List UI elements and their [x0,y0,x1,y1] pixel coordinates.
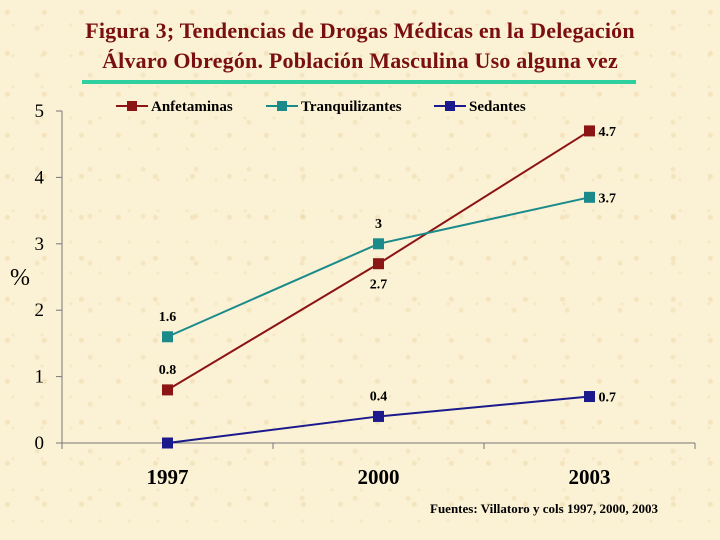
legend-label: Tranquilizantes [301,99,402,115]
data-point [584,125,595,137]
chart-series: 0.8 2.7 4.7 1.6 3 3.7 0.4 0.7 [159,125,616,449]
legend-label: Anfetaminas [151,99,233,115]
data-point [162,437,173,449]
x-tick-label: 2000 [358,465,400,489]
data-point [373,238,384,250]
chart-axes: 0 1 2 3 4 5% 1997 2000 2003 [10,101,696,489]
data-point [162,331,173,343]
legend-item-anfetaminas: Anfetaminas [116,99,233,115]
data-label: 3.7 [599,191,617,206]
series-anfetaminas: 0.8 2.7 4.7 [159,125,617,396]
legend-marker [127,101,137,111]
legend-label: Sedantes [469,99,526,115]
series-tranquilizantes: 1.6 3 3.7 [159,191,617,343]
y-tick-label: 1 [35,367,45,388]
chart-title: Figura 3; Tendencias de Drogas Médicas e… [0,16,720,76]
data-point [584,391,595,403]
data-label: 0.8 [159,363,177,378]
data-label: 2.7 [370,278,388,293]
y-tick-label: 3 [35,234,45,255]
y-tick-label: 5 [35,101,45,122]
data-point [373,258,384,270]
y-tick-label: 4 [35,167,45,188]
y-tick-label: 0 [35,433,45,454]
series-sedantes: 0.4 0.7 [162,389,617,449]
data-label: 1.6 [159,310,177,325]
legend-item-sedantes: Sedantes [434,99,526,115]
legend-item-tranquilizantes: Tranquilizantes [266,99,402,115]
chart-title-line-1: Figura 3; Tendencias de Drogas Médicas e… [85,18,635,43]
chart-title-line-2: Álvaro Obregón. Población Masculina Uso … [102,48,618,73]
y-tick-label: 2 [35,300,45,321]
data-label: 0.4 [370,389,388,404]
x-tick-label: 1997 [147,465,189,489]
data-label: 0.7 [599,391,617,406]
data-point [162,384,173,396]
title-underline [82,80,636,84]
x-tick-label: 2003 [569,465,611,489]
data-label: 4.7 [599,125,617,140]
data-point [373,410,384,422]
y-axis-label: % [10,265,30,291]
legend-marker [445,101,455,111]
legend-marker [277,101,287,111]
data-point [584,191,595,203]
chart-legend: Anfetaminas Tranquilizantes Sedantes [116,99,526,115]
source-note: Fuentes: Villatoro y cols 1997, 2000, 20… [430,501,658,516]
data-label: 3 [375,217,382,232]
